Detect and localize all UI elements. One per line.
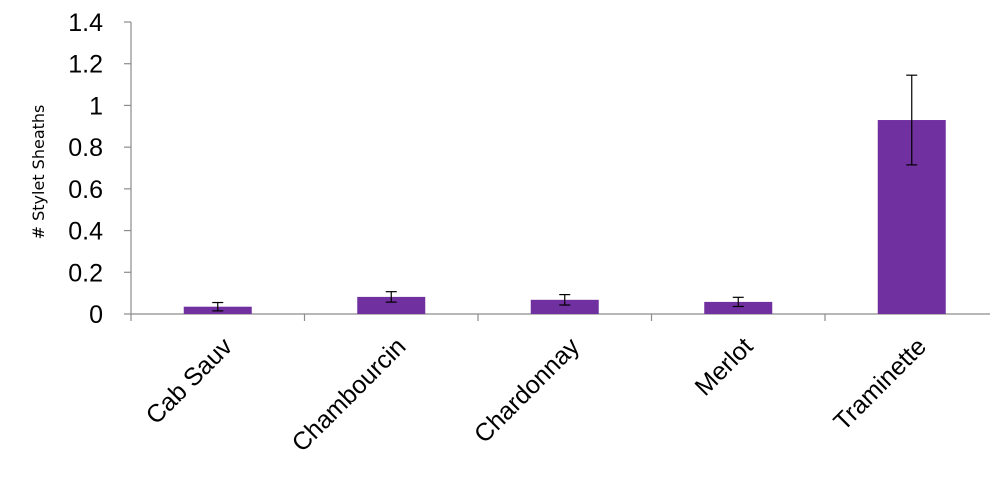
y-tick-label: 1 bbox=[89, 92, 103, 120]
y-tick-label: 0.2 bbox=[68, 259, 103, 287]
category-labels: Cab Sauv Chambourcin Chardonnay Merlot Trami… bbox=[141, 332, 932, 457]
x-category-label: Cab Sauv bbox=[141, 332, 239, 430]
x-category-label: Chardonnay bbox=[469, 332, 585, 448]
error-bar-cab-sauv bbox=[212, 301, 224, 312]
bars-group bbox=[183, 120, 946, 315]
x-category-label: Traminette bbox=[828, 332, 932, 436]
y-tick-label: 0.4 bbox=[68, 218, 103, 246]
y-tick-label: 1.4 bbox=[68, 9, 103, 37]
y-tick-label: 0 bbox=[89, 301, 103, 329]
x-category-label: Merlot bbox=[690, 332, 759, 401]
x-category-label: Chambourcin bbox=[287, 332, 412, 457]
y-axis-ticks: 0 0.2 0.4 0.6 0.8 1 1.2 1.4 bbox=[68, 9, 131, 329]
error-bar-chardonnay bbox=[559, 294, 571, 306]
y-tick-label: 0.8 bbox=[68, 134, 103, 162]
error-bar-traminette bbox=[906, 74, 918, 166]
error-bars-group bbox=[212, 74, 918, 312]
y-axis-title: # Stylet Sheaths bbox=[29, 105, 48, 240]
error-bar-merlot bbox=[732, 296, 744, 308]
error-bar-chambourcin bbox=[385, 291, 397, 303]
bar-chambourcin bbox=[357, 296, 426, 314]
y-tick-label: 1.2 bbox=[68, 51, 103, 79]
x-axis-ticks bbox=[130, 314, 826, 321]
bar-merlot bbox=[704, 301, 773, 314]
bar-chardonnay bbox=[530, 299, 599, 314]
y-tick-label: 0.6 bbox=[68, 176, 103, 204]
